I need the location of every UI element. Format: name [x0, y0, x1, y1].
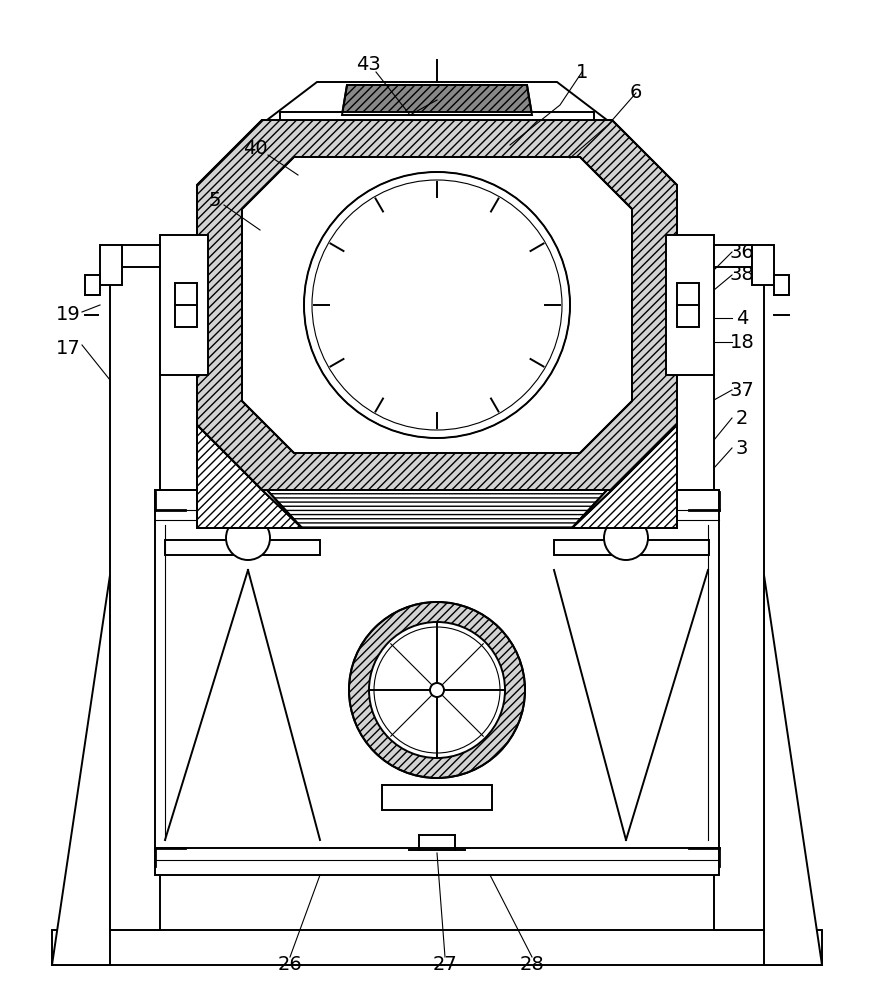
Bar [122, 245, 160, 267]
Text: 26: 26 [278, 956, 302, 974]
Text: 28: 28 [520, 956, 545, 974]
Text: 19: 19 [56, 306, 80, 324]
Polygon shape [764, 575, 822, 965]
Bar [110, 260, 160, 930]
Circle shape [604, 516, 648, 560]
Circle shape [226, 516, 270, 560]
Bar [155, 490, 719, 875]
Circle shape [304, 172, 570, 438]
Circle shape [369, 622, 505, 758]
Bar [752, 245, 774, 285]
Circle shape [349, 602, 525, 778]
Polygon shape [52, 575, 110, 965]
Circle shape [430, 683, 444, 697]
Text: 43: 43 [356, 55, 380, 75]
Bar [677, 283, 699, 327]
Text: 4: 4 [736, 308, 748, 328]
Text: 18: 18 [730, 332, 754, 352]
Polygon shape [342, 85, 532, 115]
Text: 37: 37 [730, 380, 754, 399]
Bar [382, 785, 492, 810]
Text: 1: 1 [576, 62, 588, 82]
Bar [160, 235, 208, 375]
Polygon shape [572, 425, 677, 528]
Bar [100, 245, 122, 285]
Bar [666, 235, 714, 375]
Polygon shape [267, 82, 607, 120]
Polygon shape [280, 112, 594, 120]
Text: 40: 40 [243, 138, 267, 157]
Text: 6: 6 [630, 84, 642, 103]
Bar [85, 275, 100, 295]
Polygon shape [197, 425, 302, 528]
Bar [554, 540, 709, 555]
Bar [165, 540, 320, 555]
Bar [52, 930, 822, 965]
Text: 27: 27 [433, 956, 457, 974]
Polygon shape [197, 120, 677, 490]
Polygon shape [267, 490, 607, 528]
Text: 36: 36 [730, 242, 754, 261]
Bar [714, 260, 764, 930]
Text: 2: 2 [736, 408, 748, 428]
Text: 5: 5 [209, 190, 221, 210]
Text: 17: 17 [56, 338, 80, 358]
Bar [774, 275, 789, 295]
Text: 3: 3 [736, 438, 748, 458]
Polygon shape [242, 157, 632, 453]
Bar [714, 245, 752, 267]
Text: 38: 38 [730, 265, 754, 284]
Bar [175, 283, 197, 327]
